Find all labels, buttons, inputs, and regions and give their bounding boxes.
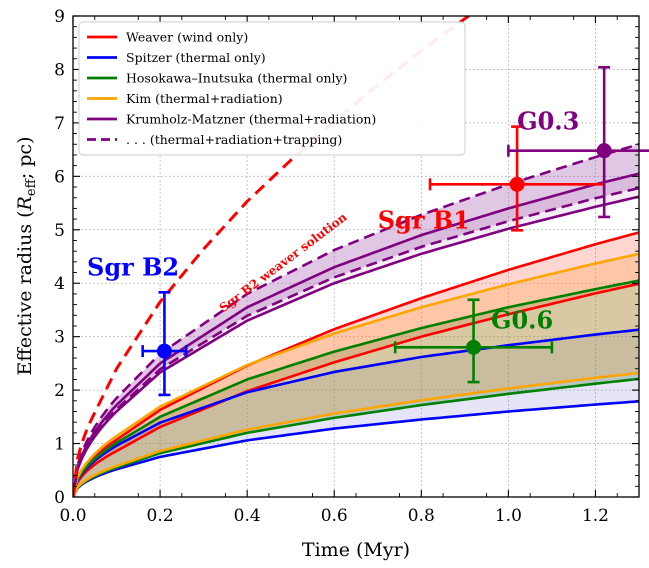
point-marker — [156, 343, 172, 359]
legend: Weaver (wind only) Spitzer (thermal only)… — [78, 21, 466, 156]
y-tick-label: 7 — [54, 114, 65, 134]
x-tick-label: 0.8 — [408, 506, 435, 526]
x-tick-label: 1.2 — [582, 506, 609, 526]
axis-ticks: 0.0 0.2 0.4 0.6 0.8 1.0 1.2 0 1 2 3 4 5 6 7 8 9 — [54, 7, 639, 526]
model-band — [73, 173, 639, 497]
y-tick-label: 2 — [54, 381, 65, 401]
point-marker — [466, 339, 482, 355]
data-point — [393, 298, 554, 384]
x-tick-label: 0.4 — [234, 506, 261, 526]
model-line — [73, 328, 639, 497]
model-line — [73, 282, 639, 497]
model-band — [73, 253, 639, 497]
point-label: Sgr B1 — [378, 206, 470, 235]
y-tick-label: 9 — [54, 7, 65, 27]
model-line — [73, 231, 639, 497]
y-tick-label: 8 — [54, 60, 65, 80]
model-band — [73, 280, 639, 497]
y-tick-label: 3 — [54, 328, 65, 348]
legend-label: Weaver (wind only) — [126, 30, 248, 45]
x-tick-label: 0.2 — [147, 506, 174, 526]
model-line — [73, 172, 639, 497]
point-label: G0.3 — [517, 106, 579, 135]
x-tick-label: 0.0 — [59, 506, 86, 526]
legend-label: Hosokawa–Inutsuka (thermal only) — [126, 71, 347, 86]
y-axis-label: Effective radius (Reff; pc) — [14, 137, 39, 376]
model-line — [73, 143, 639, 497]
model-band — [73, 329, 639, 497]
data-points — [141, 66, 649, 397]
model-band — [73, 232, 639, 497]
model-line — [73, 186, 639, 497]
model-line — [73, 279, 639, 497]
legend-label: Krumholz-Matzner (thermal+radiation) — [126, 112, 376, 127]
x-tick-label: 1.0 — [495, 506, 522, 526]
point-label: Sgr B2 — [87, 253, 179, 282]
model-line — [73, 252, 639, 497]
point-label: G0.6 — [491, 306, 553, 335]
model-lines — [73, 16, 639, 497]
y-axis-label-sub: eff — [24, 177, 39, 196]
model-line — [73, 371, 639, 497]
data-point — [428, 125, 606, 232]
model-line — [73, 400, 639, 497]
y-tick-label: 6 — [54, 167, 65, 187]
model-bands — [73, 144, 639, 497]
y-tick-label: 5 — [54, 221, 65, 241]
model-band — [73, 144, 639, 497]
data-point — [141, 291, 188, 397]
y-axis-label-r: R — [14, 196, 36, 211]
model-line — [73, 377, 639, 497]
legend-box — [78, 21, 466, 156]
data-point — [507, 66, 649, 219]
legend-label: Spitzer (thermal only) — [126, 50, 266, 65]
point-marker — [596, 143, 612, 159]
x-axis-label: Time (Myr) — [302, 539, 410, 561]
y-tick-label: 4 — [54, 274, 65, 294]
x-tick-label: 0.6 — [321, 506, 348, 526]
y-axis-label-tail: ; pc) — [14, 137, 36, 180]
legend-label: Kim (thermal+radiation) — [126, 91, 283, 106]
y-tick-label: 1 — [54, 435, 65, 455]
y-tick-label: 0 — [54, 488, 65, 508]
point-marker — [509, 176, 525, 192]
y-axis-label-main: Effective radius ( — [14, 210, 36, 375]
model-line — [73, 195, 639, 497]
legend-label: . . . (thermal+radiation+trapping) — [126, 132, 342, 147]
